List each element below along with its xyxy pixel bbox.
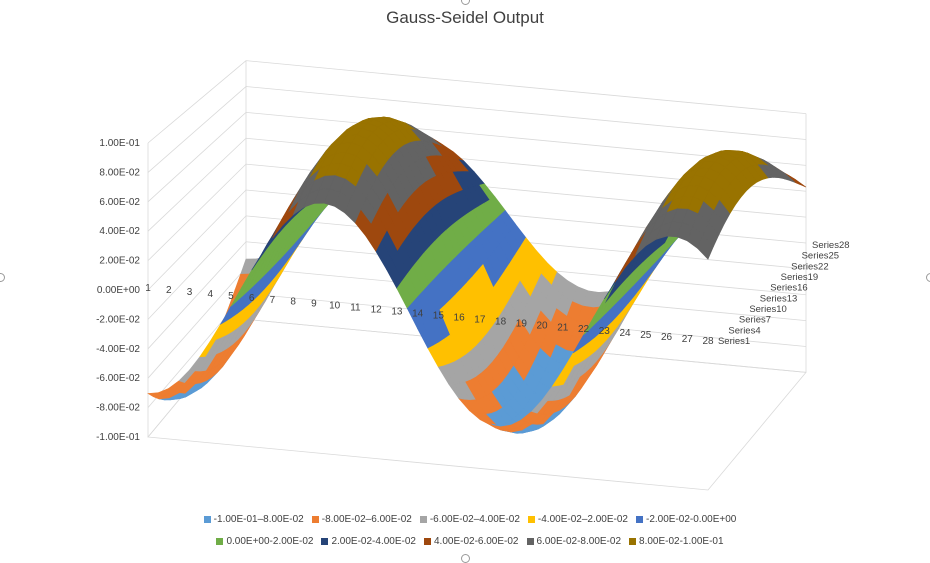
x-tick-label: 24 (619, 328, 631, 339)
legend-row-2: 0.00E+00-2.00E-02 2.00E-02-4.00E-02 4.00E-… (160, 530, 780, 552)
gridline (147, 60, 807, 144)
x-tick-label: 9 (311, 299, 317, 310)
legend-item: 0.00E+00-2.00E-02 (216, 536, 313, 547)
z-tick-label: -8.00E-02 (96, 403, 140, 414)
series-tick-label: Series16 (770, 283, 808, 294)
surface-patch (697, 234, 714, 260)
legend-swatch (423, 537, 431, 545)
x-axis-ticks: 1 2 3 4 5 6 7 8 9 10 11 12 13 14 15 16 17 18 19 20 21 22 23 24 2… (145, 283, 714, 347)
series-axis-ticks: Series1Series4Series7Series10Series13Ser… (718, 240, 850, 347)
legend-swatch (321, 537, 329, 545)
z-tick-label: 1.00E-01 (99, 138, 140, 149)
x-tick-label: 6 (249, 293, 255, 304)
legend-swatch (629, 537, 637, 545)
legend-item: -6.00E-02–4.00E-02 (419, 513, 520, 525)
series-tick-label: Series22 (791, 261, 829, 272)
chart-title: Gauss-Seidel Output (386, 8, 544, 27)
x-tick-label: 19 (516, 318, 528, 329)
z-tick-label: -4.00E-02 (96, 344, 140, 355)
x-tick-label: 21 (557, 322, 569, 333)
x-tick-label: 1 (145, 283, 151, 294)
series-tick-label: Series10 (749, 304, 787, 315)
x-tick-label: 17 (474, 314, 486, 325)
z-tick-label: 4.00E-02 (99, 226, 140, 237)
x-tick-label: 4 (207, 289, 213, 300)
x-tick-label: 25 (640, 330, 652, 341)
legend-item: -4.00E-02–2.00E-02 (527, 513, 628, 525)
series-tick-label: Series25 (802, 251, 840, 262)
legend-item: -2.00E-02-0.00E+00 (635, 513, 737, 525)
legend-swatch (527, 515, 535, 523)
z-tick-label: 8.00E-02 (99, 167, 140, 178)
surface-layer (147, 116, 807, 434)
x-tick-label: 8 (290, 297, 296, 308)
z-tick-label: -2.00E-02 (96, 314, 140, 325)
x-tick-label: 7 (270, 295, 276, 306)
z-tick-label: -6.00E-02 (96, 373, 140, 384)
legend-swatch (635, 515, 643, 523)
legend-label: -6.00E-02–4.00E-02 (429, 513, 520, 525)
x-tick-label: 16 (454, 312, 466, 323)
series-tick-label: Series19 (781, 272, 819, 283)
legend-item: 6.00E-02-8.00E-02 (526, 535, 622, 547)
legend-label: 0.00E+00-2.00E-02 (226, 535, 314, 547)
series-tick-label: Series7 (739, 315, 771, 326)
x-tick-label: 10 (329, 301, 341, 312)
legend-label: -2.00E-02-0.00E+00 (645, 513, 737, 525)
legend-swatch (526, 537, 534, 545)
legend-item: -1.00E-01–8.00E-02 (203, 513, 304, 525)
x-tick-label: 22 (578, 324, 590, 335)
x-tick-label: 27 (682, 334, 694, 345)
x-tick-label: 28 (702, 336, 714, 347)
legend-label: 2.00E-02-4.00E-02 (331, 535, 416, 547)
x-tick-label: 18 (495, 316, 507, 327)
x-tick-label: 11 (350, 303, 361, 314)
z-tick-label: 2.00E-02 (99, 256, 140, 267)
legend-label: 6.00E-02-8.00E-02 (536, 535, 622, 547)
legend-swatch (311, 515, 319, 523)
legend-swatch (203, 515, 211, 523)
series-tick-label: Series4 (728, 325, 760, 336)
legend-label: 8.00E-02-1.00E-01 (639, 535, 724, 547)
legend: -1.00E-01–8.00E-02 -8.00E-02–6.00E-02 -6.0… (160, 508, 780, 552)
z-tick-label: -1.00E-01 (96, 432, 140, 443)
legend-label: -8.00E-02–6.00E-02 (321, 513, 412, 525)
x-tick-label: 5 (228, 291, 234, 302)
x-tick-label: 20 (537, 320, 549, 331)
legend-item: 4.00E-02-6.00E-02 (423, 535, 519, 547)
x-tick-label: 23 (599, 326, 611, 337)
legend-row-1: -1.00E-01–8.00E-02 -8.00E-02–6.00E-02 -6.0… (160, 508, 780, 530)
legend-swatch (419, 515, 427, 523)
legend-label: -4.00E-02–2.00E-02 (537, 513, 628, 525)
legend-item: -8.00E-02–6.00E-02 (311, 513, 412, 525)
x-tick-label: 12 (371, 305, 383, 316)
series-tick-label: Series28 (812, 240, 850, 251)
legend-item: 8.00E-02-1.00E-01 (629, 536, 724, 547)
legend-item: 2.00E-02-4.00E-02 (321, 536, 416, 547)
chart-resize-handle-left[interactable] (0, 273, 5, 282)
legend-label: 4.00E-02-6.00E-02 (433, 535, 519, 547)
legend-swatch (216, 537, 224, 545)
x-tick-label: 3 (187, 287, 193, 298)
x-tick-label: 13 (391, 307, 403, 318)
x-tick-label: 26 (661, 332, 673, 343)
legend-label: -1.00E-01–8.00E-02 (213, 513, 304, 525)
z-tick-label: 6.00E-02 (99, 197, 140, 208)
chart-resize-handle-right[interactable] (926, 273, 930, 282)
chart-resize-handle-top[interactable] (461, 0, 470, 5)
z-tick-label: 0.00E+00 (97, 285, 141, 296)
z-axis-ticks: 1.00E-01 8.00E-02 6.00E-02 4.00E-02 2.00E-02… (96, 138, 140, 443)
x-tick-label: 15 (433, 310, 445, 321)
series-tick-label: Series13 (760, 293, 798, 304)
x-tick-label: 2 (166, 285, 172, 296)
series-tick-label: Series1 (718, 336, 750, 347)
x-tick-label: 14 (412, 309, 424, 320)
